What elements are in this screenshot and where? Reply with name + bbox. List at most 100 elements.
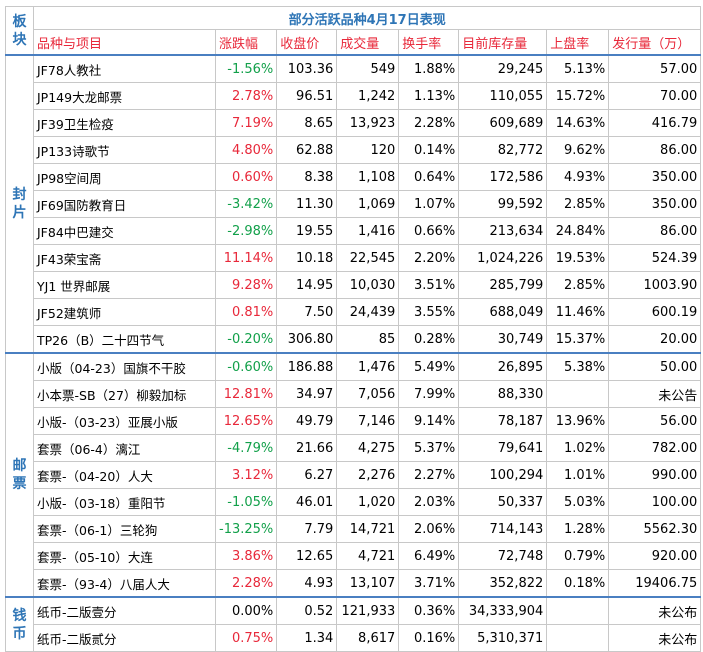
cell: 46.01 (276, 488, 338, 516)
section-label: 封片 (5, 54, 34, 354)
cell: 34,333,904 (458, 596, 548, 625)
cell: 8.38 (276, 163, 338, 191)
cell: 13.96% (546, 407, 610, 435)
cell: 0.52 (276, 596, 338, 625)
cell: 24,439 (336, 298, 400, 326)
title-row: 板块 部分活跃品种4月17日表现 (5, 6, 702, 56)
cell: 78,187 (458, 407, 548, 435)
cell: 5,310,371 (458, 624, 548, 652)
cell: 11.30 (276, 190, 338, 218)
cell: 3.86% (214, 542, 278, 570)
table-row: 小版-（03-23）亚展小版 12.65% 49.79 7,146 9.14% 78,18… (6, 407, 702, 435)
cell: 0.18% (546, 569, 610, 598)
cell: 26,895 (458, 352, 548, 381)
item-name: JF84中巴建交 (33, 217, 216, 245)
item-name: 小版-（03-18）重阳节 (33, 488, 216, 516)
cell: 1.02% (546, 434, 610, 462)
cell (546, 596, 610, 625)
cell: 6.27 (276, 461, 338, 489)
cell: 99,592 (458, 190, 548, 218)
table-row: JF39卫生检疫 7.19% 8.65 13,923 2.28% 609,689 14.63… (6, 109, 702, 137)
cell: 186.88 (276, 352, 338, 381)
cell: 10.18 (276, 244, 338, 272)
cell: 5.49% (398, 352, 460, 381)
cell: 5.37% (398, 434, 460, 462)
column-header: 发行量（万） (608, 29, 702, 56)
cell: 24.84% (546, 217, 610, 245)
section-label: 钱币 (5, 596, 34, 652)
cell: -3.42% (214, 190, 278, 218)
cell: 3.12% (214, 461, 278, 489)
header-row: 品种与项目 涨跌幅 收盘价 成交量 换手率 目前库存量 上盘率 发行量（万） (6, 29, 702, 56)
table-row: 套票-（93-4）八届人大 2.28% 4.93 13,107 3.71% 352,822… (6, 569, 702, 598)
cell: 0.79% (546, 542, 610, 570)
cell: 82,772 (458, 136, 548, 164)
cell: 6.49% (398, 542, 460, 570)
column-header: 涨跌幅 (214, 29, 278, 56)
cell: 172,586 (458, 163, 548, 191)
item-name: JF52建筑师 (33, 298, 216, 326)
table-title: 部分活跃品种4月17日表现 (32, 6, 702, 30)
table-row: JP133诗歌节 4.80% 62.88 120 0.14% 82,772 9.62% 86.… (6, 136, 702, 164)
cell: 110,055 (458, 82, 548, 110)
table-row: YJ1 世界邮展 9.28% 14.95 10,030 3.51% 285,799 2.85… (6, 271, 702, 299)
cell: 0.16% (398, 624, 460, 652)
cell: 350.00 (608, 190, 702, 218)
cell: 12.81% (214, 380, 278, 408)
cell: 4.80% (214, 136, 278, 164)
cell: 86.00 (608, 217, 702, 245)
cell: 5.03% (546, 488, 610, 516)
item-name: JF39卫生检疫 (33, 109, 216, 137)
table-row: TP26（B）二十四节气 -0.20% 306.80 85 0.28% 30,749 15.… (6, 325, 702, 354)
cell: 103.36 (276, 54, 338, 83)
table-row: JP98空间周 0.60% 8.38 1,108 0.64% 172,586 4.93% 35… (6, 163, 702, 191)
item-name: JP149大龙邮票 (33, 82, 216, 110)
cell: 13,107 (336, 569, 400, 598)
table-row: 小本票-SB（27）柳毅加标 12.81% 34.97 7,056 7.99% 88,33… (6, 380, 702, 408)
item-name: TP26（B）二十四节气 (33, 325, 216, 354)
item-name: JF43荣宝斋 (33, 244, 216, 272)
cell: 285,799 (458, 271, 548, 299)
cell: 120 (336, 136, 400, 164)
data-table: 板块 部分活跃品种4月17日表现 品种与项目 涨跌幅 收盘价 成交量 换手率 目前库存量 上盘率… (5, 6, 702, 652)
table-row: JF84中巴建交 -2.98% 19.55 1,416 0.66% 213,634 24.8… (6, 217, 702, 245)
cell: 85 (336, 325, 400, 354)
column-header: 品种与项目 (33, 29, 216, 56)
cell: -13.25% (214, 515, 278, 543)
cell: 50,337 (458, 488, 548, 516)
table-row: 套票-（04-20）人大 3.12% 6.27 2,276 2.27% 100,294 1.… (6, 461, 702, 489)
cell: 688,049 (458, 298, 548, 326)
column-header: 上盘率 (546, 29, 610, 56)
cell: 19406.75 (608, 569, 702, 598)
cell: 7.79 (276, 515, 338, 543)
cell: 未公布 (608, 624, 702, 652)
cell: 600.19 (608, 298, 702, 326)
cell: 549 (336, 54, 400, 83)
cell: 714,143 (458, 515, 548, 543)
cell: 0.60% (214, 163, 278, 191)
cell: 306.80 (276, 325, 338, 354)
cell: 5562.30 (608, 515, 702, 543)
cell: 2,276 (336, 461, 400, 489)
column-header: 收盘价 (276, 29, 338, 56)
cell: 2.85% (546, 190, 610, 218)
section-label: 邮票 (5, 352, 34, 598)
cell: 20.00 (608, 325, 702, 354)
cell: 2.20% (398, 244, 460, 272)
cell: 1,020 (336, 488, 400, 516)
cell: 4,275 (336, 434, 400, 462)
cell: -1.56% (214, 54, 278, 83)
block-header: 板块 (5, 6, 34, 56)
cell: 11.46% (546, 298, 610, 326)
cell: 524.39 (608, 244, 702, 272)
cell: 19.53% (546, 244, 610, 272)
cell: -0.20% (214, 325, 278, 354)
cell: 50.00 (608, 352, 702, 381)
cell: 13,923 (336, 109, 400, 137)
cell: 70.00 (608, 82, 702, 110)
cell: 8,617 (336, 624, 400, 652)
cell: 88,330 (458, 380, 548, 408)
cell: 21.66 (276, 434, 338, 462)
cell: 4.93 (276, 569, 338, 598)
cell: 0.64% (398, 163, 460, 191)
